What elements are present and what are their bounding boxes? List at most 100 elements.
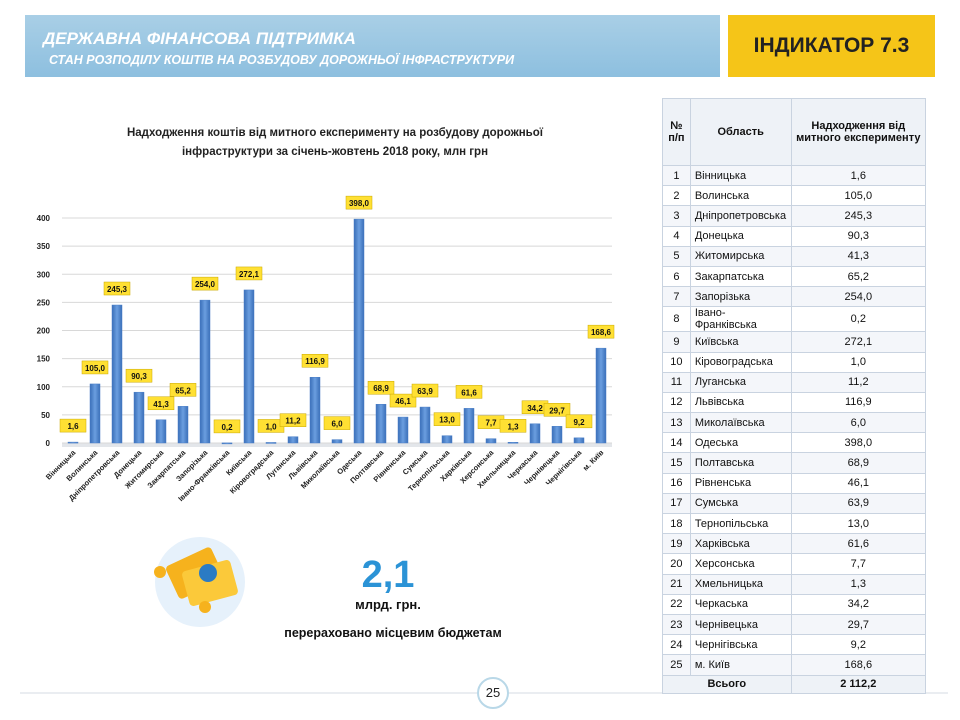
value-label: 65,2 xyxy=(175,386,191,395)
table-cell: 41,3 xyxy=(790,245,927,267)
value-label: 90,3 xyxy=(131,372,147,381)
value-label-box xyxy=(345,195,373,210)
value-label-box xyxy=(389,393,417,408)
table-cell: 11 xyxy=(662,371,691,393)
value-label: 254,0 xyxy=(195,280,216,289)
table-cell: 105,0 xyxy=(790,185,927,207)
total-row: Всього 2 112,2 xyxy=(662,674,927,694)
table-cell: 7 xyxy=(662,286,691,308)
table-row: 25 м. Київ 168,6 xyxy=(662,654,927,676)
y-tick-label: 350 xyxy=(37,242,51,251)
table-cell: 0,2 xyxy=(790,306,927,333)
table-cell: Луганська xyxy=(689,371,792,393)
table-cell: 17 xyxy=(662,492,691,515)
bar xyxy=(353,218,365,444)
table-cell: 29,7 xyxy=(790,613,927,636)
bar xyxy=(309,376,321,444)
bar xyxy=(67,441,79,444)
table-row: 10 Кіровоградська 1,0 xyxy=(662,351,927,373)
value-label-box xyxy=(455,385,483,399)
value-label-box xyxy=(433,412,461,426)
value-label: 68,9 xyxy=(373,384,389,393)
header: ДЕРЖАВНА ФІНАНСОВА ПІДТРИМКА СТАН РОЗПОД… xyxy=(25,15,720,77)
value-label-box xyxy=(147,396,175,411)
value-label: 1,3 xyxy=(507,422,519,431)
table-cell: Вінницька xyxy=(689,164,792,187)
table-cell: Черкаська xyxy=(689,593,792,615)
table-cell: 20 xyxy=(662,553,691,575)
bar xyxy=(265,442,277,444)
table-row: 14 Одеська 398,0 xyxy=(662,432,927,454)
value-label-box xyxy=(59,418,87,433)
money-icon xyxy=(154,537,245,627)
table-cell: 10 xyxy=(662,351,691,373)
bar xyxy=(441,435,453,444)
header-subtitle: СТАН РОЗПОДІЛУ КОШТІВ НА РОЗБУДОВУ ДОРОЖ… xyxy=(49,53,515,67)
table-cell: Миколаївська xyxy=(689,412,792,434)
table-row: 7 Запорізька 254,0 xyxy=(662,286,927,308)
page-badge xyxy=(477,677,509,709)
table-row: 3 Дніпропетровська 245,3 xyxy=(662,205,927,227)
y-tick-label: 400 xyxy=(37,214,51,223)
bar xyxy=(529,423,541,444)
bar xyxy=(111,304,123,444)
table-cell: 65,2 xyxy=(790,265,927,288)
table-cell: Рівненська xyxy=(689,472,792,494)
table-cell: 15 xyxy=(662,452,691,474)
table-row: 16 Рівненська 46,1 xyxy=(662,472,927,494)
total-label: Всього xyxy=(662,674,792,694)
table-cell: Чернігівська xyxy=(689,634,792,656)
table-cell: Сумська xyxy=(689,492,792,515)
value-label-box xyxy=(125,368,153,383)
table-cell: Київська xyxy=(689,331,792,353)
table-cell: Волинська xyxy=(689,185,792,207)
table-cell: Донецька xyxy=(689,225,792,247)
table-cell: 1,0 xyxy=(790,351,927,373)
bar xyxy=(331,439,343,444)
y-tick-label: 200 xyxy=(37,327,51,336)
value-label: 0,2 xyxy=(221,423,233,432)
table-cell: 4 xyxy=(662,225,691,247)
table-cell: 14 xyxy=(662,432,691,454)
table-cell: Чернівецька xyxy=(689,613,792,636)
table-cell: 1,3 xyxy=(790,573,927,595)
table-cell: 6 xyxy=(662,265,691,288)
table-cell: Хмельницька xyxy=(689,573,792,595)
table-row: 11 Луганська 11,2 xyxy=(662,371,927,393)
value-label: 1,0 xyxy=(265,422,277,431)
indicator: ІНДИКАТОР 7.3 xyxy=(728,15,935,77)
value-label: 29,7 xyxy=(549,406,565,415)
table-cell: 34,2 xyxy=(790,593,927,615)
bar xyxy=(89,383,101,444)
table-row: 9 Київська 272,1 xyxy=(662,331,927,353)
table-cell: 5 xyxy=(662,245,691,267)
table-cell: Львівська xyxy=(689,391,792,414)
table-cell: Полтавська xyxy=(689,452,792,474)
table-cell: Запорізька xyxy=(689,286,792,308)
table-cell: 245,3 xyxy=(790,205,927,227)
value-label-box xyxy=(301,353,329,368)
bar xyxy=(243,289,255,444)
table-cell: Одеська xyxy=(689,432,792,454)
bar xyxy=(221,442,233,445)
table-cell: Житомирська xyxy=(689,245,792,267)
y-tick-label: 300 xyxy=(37,270,51,279)
table-cell: 13 xyxy=(662,412,691,434)
table-cell: 16 xyxy=(662,472,691,494)
table-cell: 68,9 xyxy=(790,452,927,474)
value-label: 11,2 xyxy=(285,417,301,426)
table-cell: 90,3 xyxy=(790,225,927,247)
bar xyxy=(155,419,167,444)
table-cell: 21 xyxy=(662,573,691,595)
table-cell: 1 xyxy=(662,164,691,187)
value-label-box xyxy=(81,360,109,375)
value-label-box xyxy=(367,380,395,395)
table-cell: 9,2 xyxy=(790,634,927,656)
value-label: 105,0 xyxy=(85,364,106,373)
value-label: 7,7 xyxy=(485,419,497,428)
table-cell: 61,6 xyxy=(790,533,927,555)
value-label: 1,6 xyxy=(67,422,79,431)
y-tick-label: 100 xyxy=(37,383,51,392)
summary-value: 2,1 xyxy=(362,554,415,596)
table-row: 17 Сумська 63,9 xyxy=(662,492,927,515)
